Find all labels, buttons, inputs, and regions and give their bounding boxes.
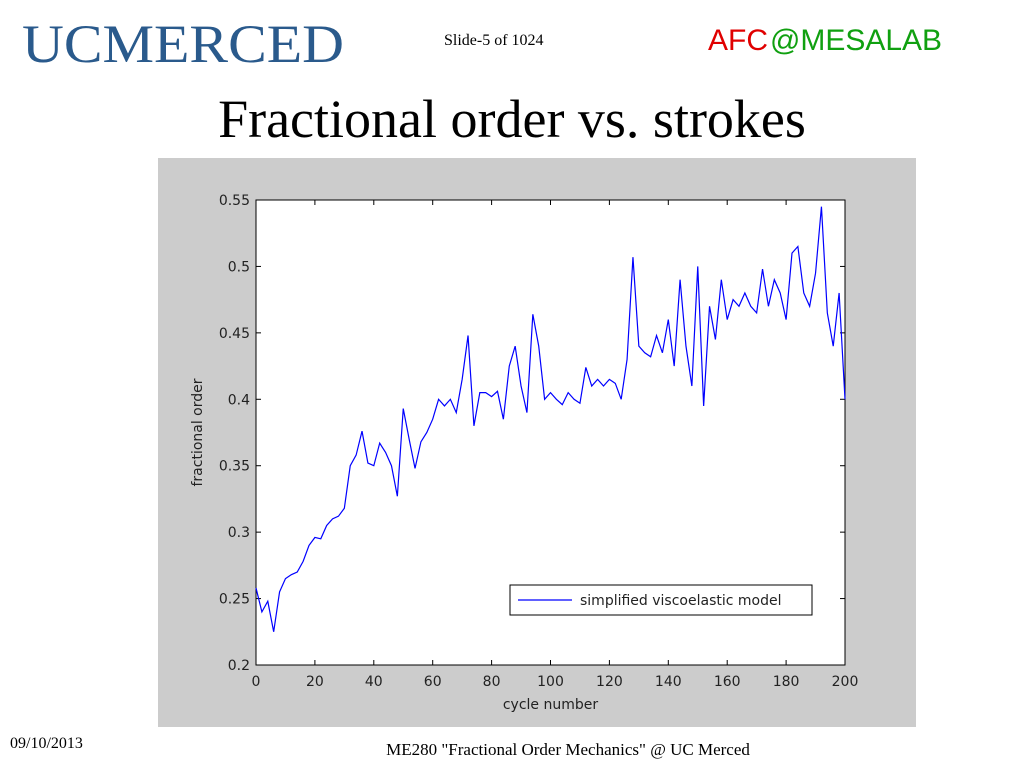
legend-box — [509, 584, 813, 616]
x-tick-label: 0 — [252, 674, 261, 690]
y-tick-label: 0.5 — [228, 259, 250, 275]
x-axis-label: cycle number — [503, 697, 599, 713]
x-tick-label: 120 — [596, 674, 623, 690]
y-tick-label: 0.45 — [219, 326, 250, 342]
logo: UCMERCED — [22, 14, 344, 74]
x-tick-label: 160 — [714, 674, 741, 690]
chart: 0.2 0.25 0.3 0.35 0.4 0.45 0.5 0.55 0 20 40 60 80 100… — [190, 193, 858, 713]
legend-label: simplified viscoelastic model — [580, 593, 781, 609]
x-tick-label: 20 — [306, 674, 324, 690]
y-tick-label: 0.3 — [228, 525, 250, 541]
footer-text: ME280 "Fractional Order Mechanics" @ UC … — [386, 740, 750, 759]
y-tick-label: 0.55 — [219, 193, 250, 209]
date: 09/10/2013 — [10, 735, 83, 752]
slide-number: Slide-5 of 1024 — [444, 32, 544, 49]
y-tick-label: 0.25 — [219, 592, 250, 608]
x-tick-label: 180 — [773, 674, 800, 690]
y-axis-label: fractional order — [190, 378, 206, 486]
x-tick-label: 40 — [365, 674, 383, 690]
x-tick-label: 100 — [537, 674, 564, 690]
y-tick-label: 0.4 — [228, 392, 250, 408]
slide-title: Fractional order vs. strokes — [218, 89, 806, 149]
y-tick-label: 0.2 — [228, 658, 250, 674]
lab-logo-left: AFC — [708, 24, 768, 57]
x-tick-label: 80 — [483, 674, 501, 690]
x-tick-label: 140 — [655, 674, 682, 690]
lab-logo-right: @MESALAB — [770, 24, 942, 57]
data-line — [255, 206, 846, 632]
x-tick-label: 200 — [832, 674, 859, 690]
x-tick-label: 60 — [424, 674, 442, 690]
y-tick-label: 0.35 — [219, 459, 250, 475]
